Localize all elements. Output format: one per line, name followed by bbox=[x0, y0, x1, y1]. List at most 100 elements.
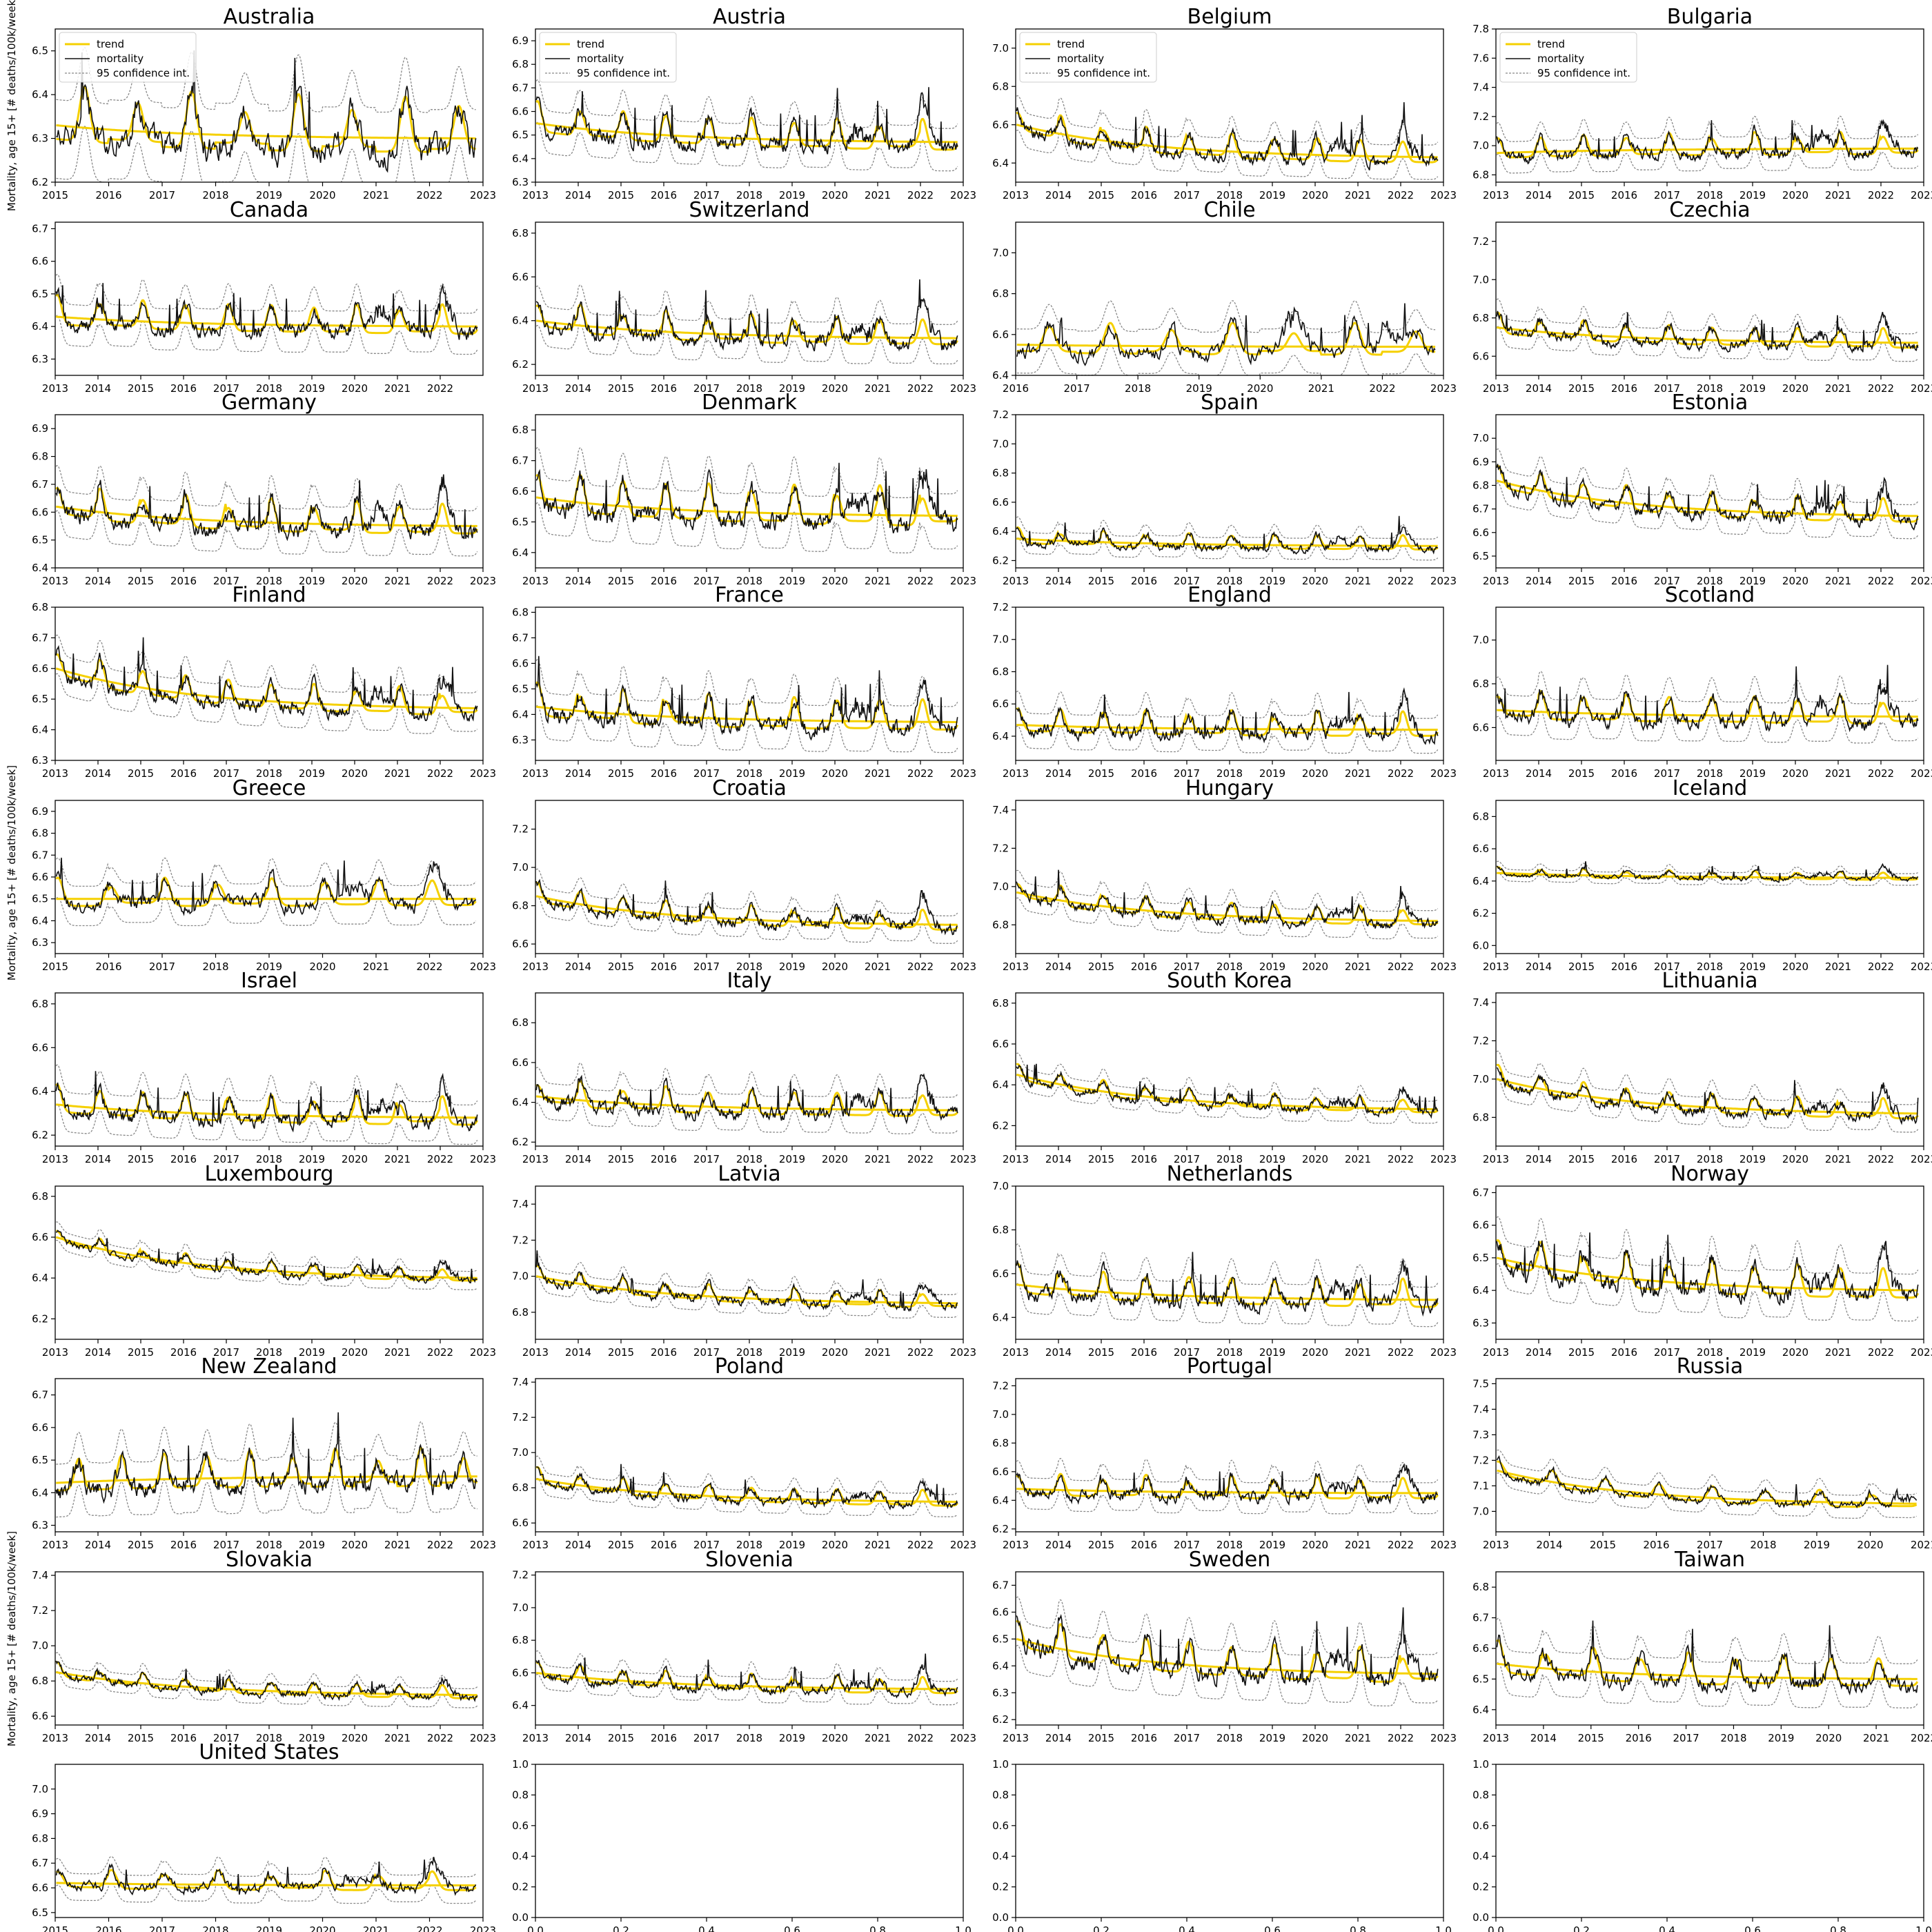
y-tick-label: 6.3 bbox=[32, 132, 48, 145]
x-tick-label: 2015 bbox=[608, 189, 634, 201]
panel-empty-39: 0.0 0.2 0.4 0.6 0.8 1.0 0.0 0.2 0.4 0.6 0.8 1.0 bbox=[992, 1758, 1452, 1932]
panel-portugal: Portugal 2013 2014 2015 2016 2017 2018 2019 2020… bbox=[992, 1354, 1457, 1551]
x-tick-label: 2019 bbox=[1739, 382, 1766, 395]
panel-title: Norway bbox=[1670, 1162, 1749, 1186]
y-tick-label: 6.8 bbox=[512, 1634, 529, 1646]
x-tick-label: 2023 bbox=[470, 575, 496, 587]
panel-canada: Canada 2013 2014 2015 2016 2017 2018 2019 2020 20… bbox=[32, 198, 484, 395]
x-tick-label: 2015 bbox=[1568, 767, 1595, 780]
panel-slovenia: Slovenia 2013 2014 2015 2016 2017 2018 2019 2020… bbox=[512, 1548, 976, 1744]
y-tick-label: 6.7 bbox=[32, 849, 48, 861]
y-tick-label: 6.5 bbox=[512, 682, 529, 695]
x-tick-label: 2019 bbox=[1259, 1539, 1285, 1551]
confidence-upper-line bbox=[535, 1455, 958, 1495]
mortality-line bbox=[536, 1463, 958, 1510]
x-tick-label: 2013 bbox=[1483, 1346, 1509, 1359]
confidence-upper-line bbox=[1496, 1617, 1918, 1664]
x-tick-label: 2017 bbox=[1174, 1732, 1200, 1744]
panel-title: Croatia bbox=[712, 776, 787, 800]
x-tick-label: 2023 bbox=[470, 767, 496, 780]
x-tick-label: 2019 bbox=[1739, 767, 1766, 780]
x-tick-label: 2020 bbox=[342, 1539, 368, 1551]
x-tick-label: 2013 bbox=[522, 1732, 549, 1744]
x-tick-label: 2017 bbox=[213, 382, 239, 395]
y-tick-label: 6.7 bbox=[512, 455, 529, 467]
confidence-upper-line bbox=[1016, 516, 1439, 540]
series-group bbox=[535, 79, 959, 172]
y-tick-label: 6.4 bbox=[512, 1699, 529, 1712]
y-tick-label: 6.3 bbox=[32, 353, 48, 365]
x-tick-label: 2015 bbox=[42, 1924, 68, 1932]
x-tick-label: 2015 bbox=[1088, 1346, 1114, 1359]
x-tick-label: 2014 bbox=[565, 767, 591, 780]
x-tick-label: 2015 bbox=[1568, 960, 1595, 973]
panel-lithuania: Lithuania 2013 2014 2015 2016 2017 2018 2019 202… bbox=[1472, 969, 1932, 1165]
y-tick-label: 6.6 bbox=[512, 270, 529, 283]
x-tick-label: 2019 bbox=[779, 575, 805, 587]
y-tick-label: 6.2 bbox=[992, 1713, 1009, 1726]
x-tick-label: 2020 bbox=[1302, 1732, 1328, 1744]
mortality-line bbox=[55, 1230, 478, 1284]
x-tick-label: 2018 bbox=[1216, 1346, 1243, 1359]
y-tick-label: 6.8 bbox=[512, 900, 529, 912]
mortality-line bbox=[535, 1250, 958, 1312]
x-tick-label: 2022 bbox=[1388, 960, 1414, 973]
x-tick-label: 2014 bbox=[1526, 575, 1552, 587]
y-tick-label: 6.6 bbox=[32, 662, 48, 675]
x-tick-label: 2022 bbox=[907, 767, 934, 780]
x-tick-label: 2021 bbox=[1345, 1153, 1371, 1165]
x-tick-label: 2023 bbox=[1911, 189, 1932, 201]
confidence-upper-line bbox=[55, 465, 478, 512]
axes-frame bbox=[1495, 221, 1924, 376]
panel-title: Italy bbox=[727, 969, 771, 993]
x-tick-label: 2016 bbox=[1611, 960, 1637, 973]
y-tick-label: 6.4 bbox=[992, 369, 1009, 382]
series-group bbox=[535, 279, 958, 365]
x-tick-label: 2017 bbox=[693, 960, 720, 973]
series-group bbox=[55, 1856, 477, 1904]
y-tick-label: 6.3 bbox=[32, 754, 48, 767]
x-tick-label: 2020 bbox=[309, 960, 335, 973]
x-tick-label: 2021 bbox=[1863, 1732, 1889, 1744]
x-tick-label: 2022 bbox=[907, 382, 934, 395]
axes-frame bbox=[1015, 607, 1444, 761]
axes-frame bbox=[535, 800, 964, 954]
y-tick-label: 6.8 bbox=[32, 1832, 48, 1844]
mortality-line bbox=[1496, 1620, 1918, 1696]
x-tick-label: 2015 bbox=[1088, 1539, 1114, 1551]
y-tick-label: 6.4 bbox=[32, 724, 48, 736]
mortality-line bbox=[1016, 687, 1439, 745]
x-tick-label: 2016 bbox=[1131, 960, 1157, 973]
panel-title: Poland bbox=[715, 1354, 784, 1379]
x-tick-label: 2019 bbox=[779, 960, 805, 973]
x-tick-label: 2016 bbox=[1131, 575, 1157, 587]
x-tick-label: 2022 bbox=[1388, 1346, 1414, 1359]
x-tick-label: 2013 bbox=[1003, 960, 1029, 973]
legend-label: trend bbox=[577, 38, 604, 50]
figure-ylabel-bottom: Mortality, age 15+ [# deaths/100k/week] bbox=[6, 1531, 18, 1746]
y-tick-label: 7.0 bbox=[32, 1639, 48, 1652]
x-tick-label: 2016 bbox=[170, 575, 197, 587]
mortality-line bbox=[1496, 664, 1919, 733]
x-tick-label: 2020 bbox=[1782, 767, 1808, 780]
series-group bbox=[1016, 687, 1439, 754]
series-group bbox=[55, 1064, 479, 1145]
x-tick-label: 2023 bbox=[1430, 767, 1457, 780]
x-tick-label: 2016 bbox=[1131, 1539, 1157, 1551]
panel-title: South Korea bbox=[1167, 969, 1292, 993]
x-tick-label: 2014 bbox=[85, 382, 111, 395]
mortality-line bbox=[55, 637, 478, 722]
x-tick-label: 2020 bbox=[1302, 1346, 1328, 1359]
x-tick-label: 2013 bbox=[42, 382, 68, 395]
x-tick-label: 2019 bbox=[299, 1539, 325, 1551]
y-tick-label: 6.2 bbox=[1472, 907, 1489, 920]
panel-czechia: Czechia 2013 2014 2015 2016 2017 2018 2019 2020 2… bbox=[1472, 198, 1932, 395]
x-tick-label: 2019 bbox=[1259, 575, 1285, 587]
x-tick-label: 2017 bbox=[1654, 189, 1680, 201]
y-tick-label: 6.4 bbox=[32, 562, 48, 574]
series-group bbox=[1496, 1216, 1920, 1322]
y-tick-label: 0.4 bbox=[1472, 1850, 1489, 1862]
y-tick-label: 6.6 bbox=[32, 1710, 48, 1722]
y-tick-label: 6.4 bbox=[992, 1659, 1009, 1672]
y-tick-label: 6.8 bbox=[992, 665, 1009, 678]
